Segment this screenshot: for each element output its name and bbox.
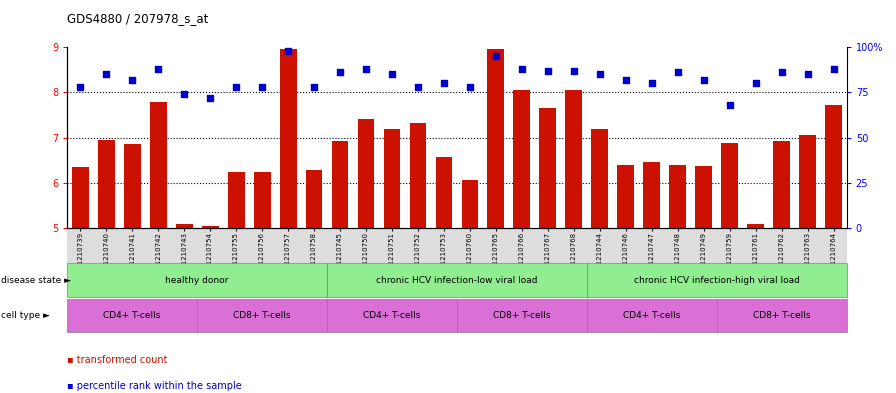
Bar	[280, 50, 297, 228]
Point	[826, 66, 840, 72]
Text: CD4+ T-cells: CD4+ T-cells	[623, 311, 681, 320]
Bar	[721, 143, 738, 228]
Bar	[461, 180, 478, 228]
Bar	[539, 108, 556, 228]
Text: CD4+ T-cells: CD4+ T-cells	[103, 311, 161, 320]
Bar	[202, 226, 219, 228]
Bar	[513, 90, 530, 228]
Point	[488, 53, 503, 59]
Point	[462, 84, 477, 90]
Text: chronic HCV infection-low viral load: chronic HCV infection-low viral load	[376, 275, 538, 285]
Text: cell type ►: cell type ►	[1, 311, 50, 320]
Point	[254, 84, 269, 90]
Point	[592, 71, 607, 77]
Bar	[176, 224, 193, 228]
Bar	[591, 129, 608, 228]
Point	[228, 84, 243, 90]
Bar	[306, 170, 323, 228]
Point	[670, 69, 685, 75]
Text: disease state ►: disease state ►	[1, 275, 71, 285]
Bar	[254, 173, 271, 228]
Text: ▪ transformed count: ▪ transformed count	[67, 356, 168, 365]
Bar	[669, 165, 686, 228]
Bar	[409, 123, 426, 228]
Text: chronic HCV infection-high viral load: chronic HCV infection-high viral load	[633, 275, 800, 285]
Point	[696, 77, 711, 83]
Bar	[799, 135, 816, 228]
Point	[151, 66, 165, 72]
Text: CD4+ T-cells: CD4+ T-cells	[363, 311, 421, 320]
Bar	[332, 141, 349, 228]
Bar	[98, 140, 115, 228]
Point	[436, 80, 451, 86]
Point	[410, 84, 425, 90]
Point	[514, 66, 529, 72]
Point	[202, 95, 217, 101]
Point	[644, 80, 659, 86]
Text: ▪ percentile rank within the sample: ▪ percentile rank within the sample	[67, 381, 242, 391]
Point	[177, 91, 191, 97]
Point	[566, 68, 581, 74]
Bar	[72, 167, 89, 228]
Text: CD8+ T-cells: CD8+ T-cells	[493, 311, 551, 320]
Text: GDS4880 / 207978_s_at: GDS4880 / 207978_s_at	[67, 12, 209, 25]
Bar	[383, 129, 401, 228]
Bar	[825, 105, 842, 228]
Point	[280, 48, 295, 54]
Point	[125, 77, 140, 83]
Bar	[695, 165, 712, 228]
Bar	[435, 156, 452, 228]
Point	[99, 71, 113, 77]
Point	[800, 71, 814, 77]
Text: CD8+ T-cells: CD8+ T-cells	[753, 311, 811, 320]
Text: CD8+ T-cells: CD8+ T-cells	[233, 311, 291, 320]
Bar	[487, 50, 504, 228]
Point	[384, 71, 399, 77]
Bar	[747, 224, 764, 228]
Bar	[643, 162, 660, 228]
Point	[358, 66, 373, 72]
Bar	[358, 119, 375, 228]
Point	[540, 68, 555, 74]
Bar	[565, 90, 582, 228]
Bar	[124, 144, 141, 228]
Text: healthy donor: healthy donor	[166, 275, 228, 285]
Point	[306, 84, 321, 90]
Bar	[228, 173, 245, 228]
Point	[618, 77, 633, 83]
Point	[774, 69, 788, 75]
Point	[722, 102, 737, 108]
Point	[332, 69, 347, 75]
Point	[73, 84, 88, 90]
Bar	[150, 102, 167, 228]
Bar	[617, 165, 634, 228]
Point	[748, 80, 762, 86]
Bar	[773, 141, 790, 228]
